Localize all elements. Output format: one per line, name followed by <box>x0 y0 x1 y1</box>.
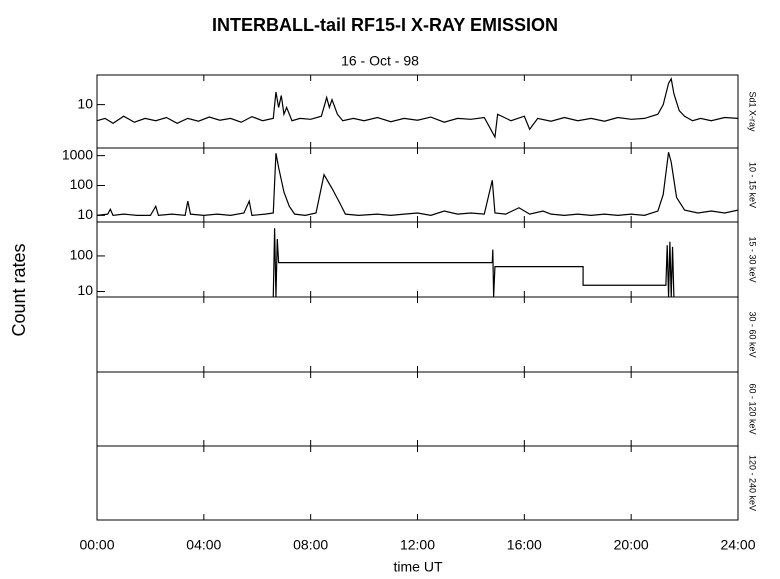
panel-frame <box>96 74 739 149</box>
x-tick-label: 16:00 <box>507 537 542 553</box>
panel-frame <box>96 371 739 447</box>
panel-label: 120 - 240 keV <box>748 455 758 511</box>
data-line <box>97 152 738 217</box>
x-tick-label: 24:00 <box>720 537 755 553</box>
x-tick-label: 00:00 <box>79 537 114 553</box>
panel-label: 30 - 60 keV <box>748 311 758 357</box>
data-line <box>97 77 738 140</box>
data-line <box>272 228 675 297</box>
y-tick-label: 10 <box>77 95 93 111</box>
x-tick-label: 04:00 <box>186 537 221 553</box>
y-axis-label: Count rates <box>9 243 29 336</box>
panel-label: 10 - 15 keV <box>748 162 758 208</box>
x-tick-label: 12:00 <box>400 537 435 553</box>
x-tick-label: 20:00 <box>614 537 649 553</box>
panel-label: 60 - 120 keV <box>748 383 758 434</box>
x-tick-label: 08:00 <box>293 537 328 553</box>
panel-frame <box>96 445 739 521</box>
chart-title: INTERBALL-tail RF15-I X-RAY EMISSION <box>212 15 558 35</box>
y-tick-label: 10 <box>77 206 93 222</box>
y-tick-label: 1000 <box>62 146 93 162</box>
panel-frame <box>96 296 739 373</box>
y-tick-label: 10 <box>77 282 93 298</box>
y-tick-label: 100 <box>70 247 94 263</box>
panel-label: 15 - 30 keV <box>748 236 758 282</box>
panel-label: Sd1 X-ray <box>748 91 758 132</box>
panel-frame <box>96 147 739 223</box>
chart-subtitle: 16 - Oct - 98 <box>341 53 419 69</box>
y-tick-label: 100 <box>70 176 94 192</box>
x-axis-label: time UT <box>394 559 443 575</box>
